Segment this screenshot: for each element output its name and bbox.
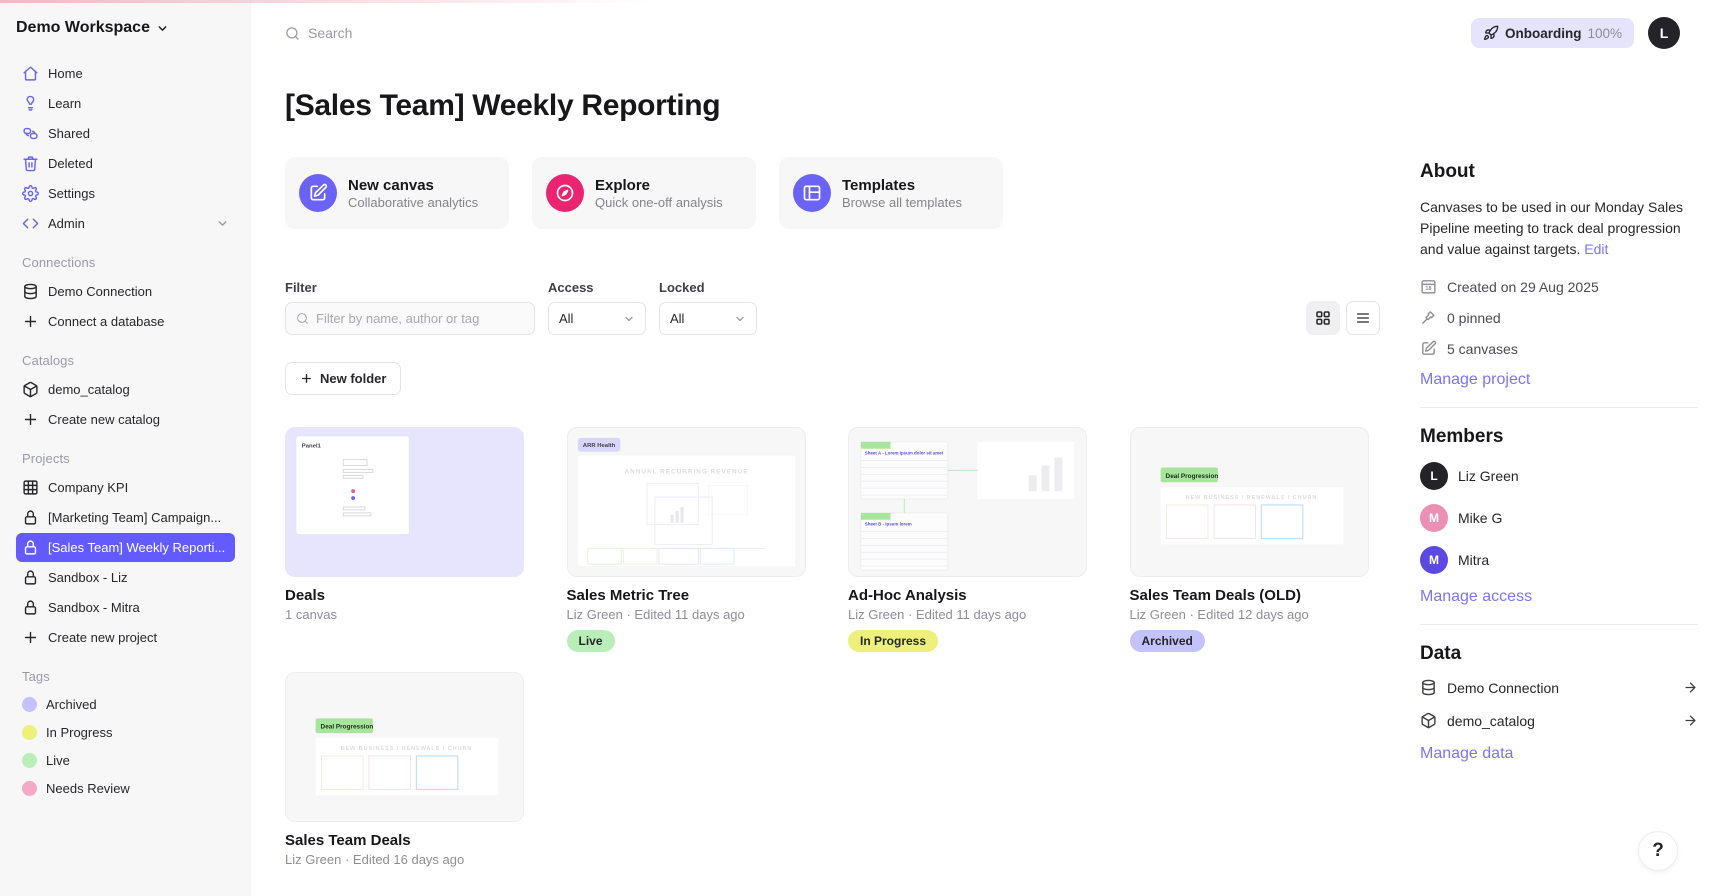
svg-text:Deal Progression: Deal Progression <box>1165 473 1218 480</box>
svg-text:Sheet A - Lorem ipsum dolor si: Sheet A - Lorem ipsum dolor sit amet <box>865 451 944 456</box>
svg-text:Deal Progression: Deal Progression <box>321 724 374 731</box>
svg-text:Panel1: Panel1 <box>302 444 322 450</box>
svg-text:18: 18 <box>1426 286 1432 292</box>
svg-text:NEW BUSINESS / RENEWALS / CHUR: NEW BUSINESS / RENEWALS / CHURN <box>1185 495 1317 501</box>
svg-text:Sheet B - ipsum lorem: Sheet B - ipsum lorem <box>865 522 912 527</box>
svg-text:NEW BUSINESS / RENEWALS / CHUR: NEW BUSINESS / RENEWALS / CHURN <box>341 746 473 752</box>
svg-text:ARR Health: ARR Health <box>582 443 615 449</box>
svg-text:ANNUAL RECURRING REVENUE: ANNUAL RECURRING REVENUE <box>624 468 748 475</box>
